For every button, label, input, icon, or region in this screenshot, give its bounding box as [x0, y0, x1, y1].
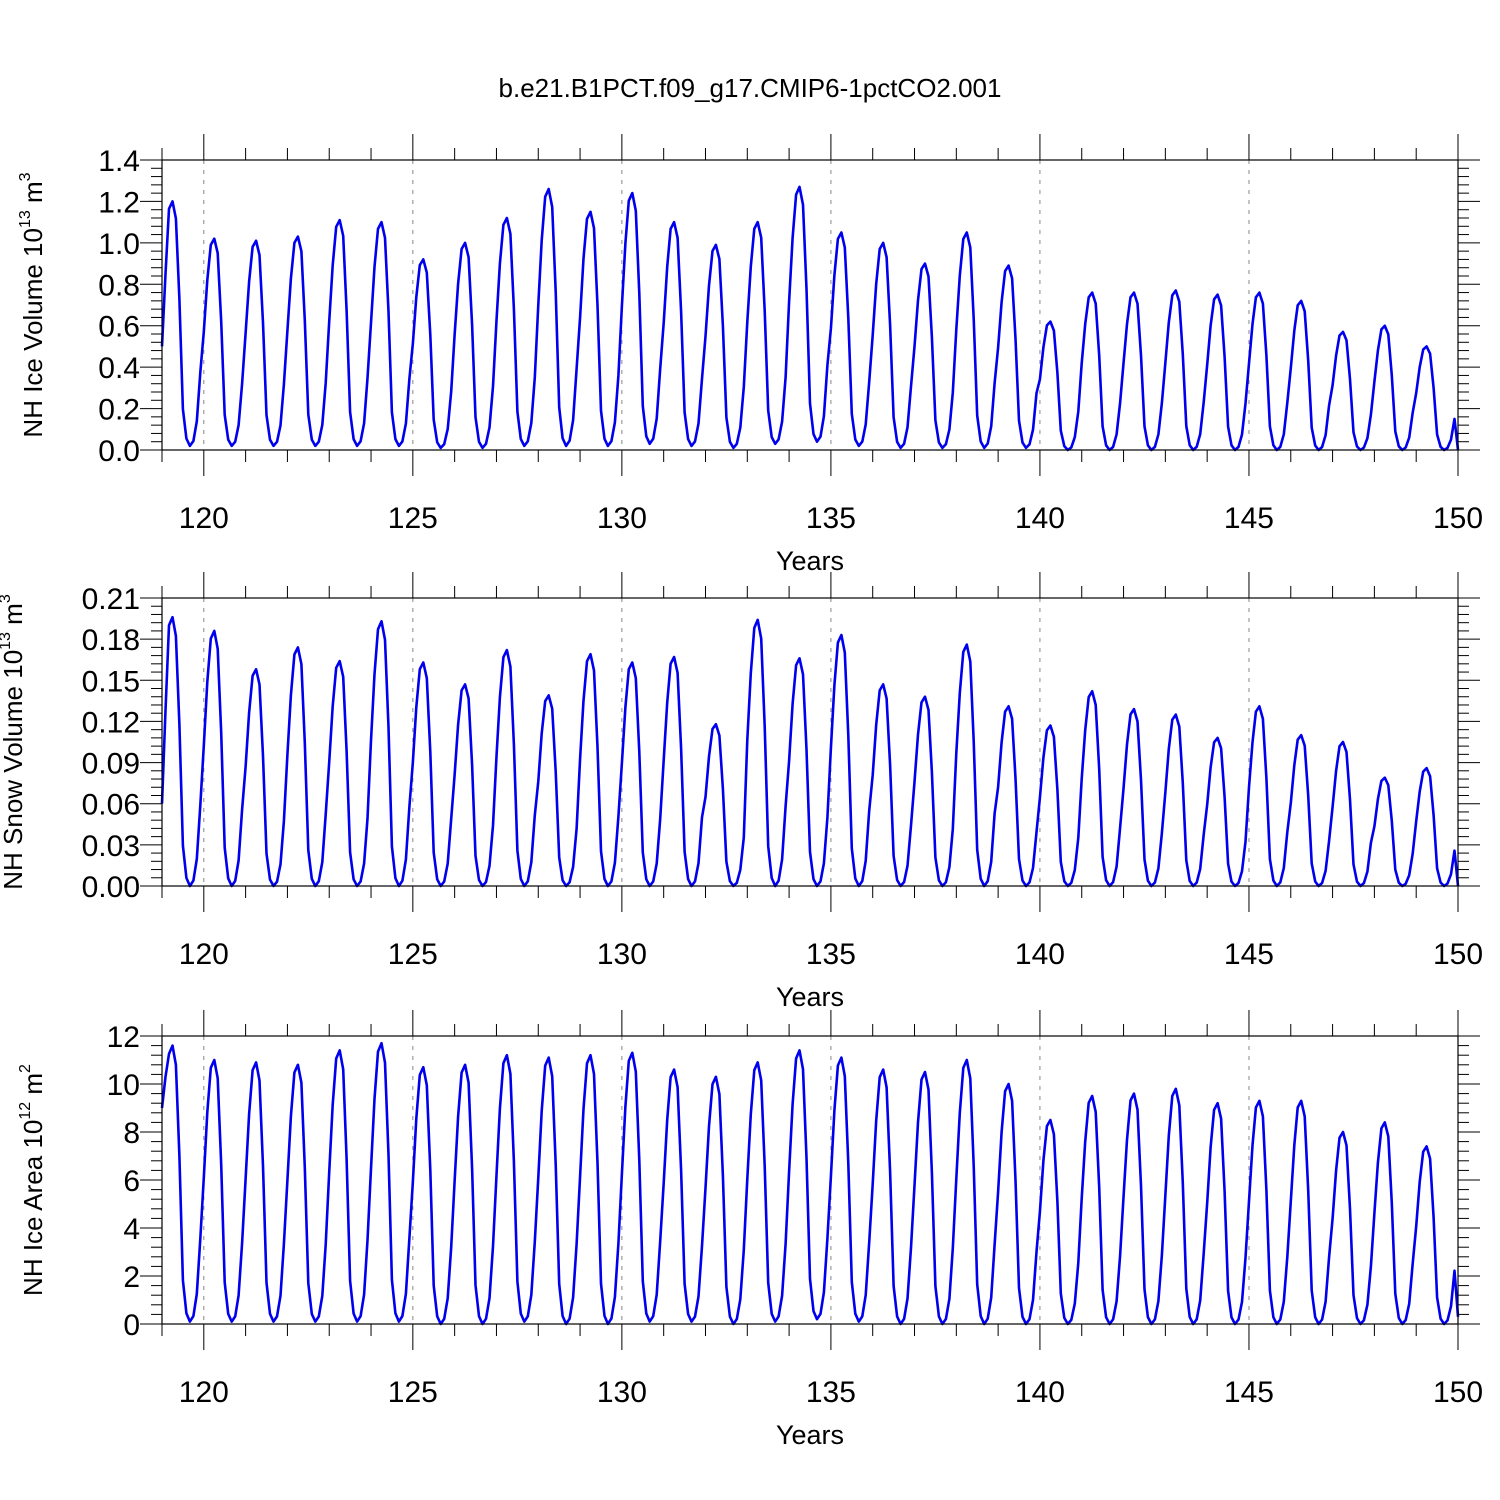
y-tick-label: 10 — [107, 1069, 140, 1102]
y-axis-label: NH Ice Volume 1013 m3 — [17, 172, 48, 437]
y-tick-label: 0.12 — [82, 706, 140, 739]
x-tick-label: 125 — [388, 502, 438, 535]
y-tick-label: 8 — [123, 1117, 140, 1150]
panel-2: 120 125 130 135 140 145 150 0.00 0.03 0.06 0.09 0.1… — [0, 572, 1483, 1012]
x-tick-label: 140 — [1015, 938, 1065, 971]
panel-3: 120 125 130 135 140 145 150 0 2 4 6 8 10 12 Years NH Ic… — [17, 1010, 1483, 1450]
x-tick-label: 120 — [179, 938, 229, 971]
x-tick-label: 120 — [179, 502, 229, 535]
x-tick-label: 125 — [388, 938, 438, 971]
y-tick-label: 0.09 — [82, 748, 140, 781]
x-axis-label: Years — [776, 1420, 844, 1450]
x-tick-label: 150 — [1433, 938, 1483, 971]
y-tick-label: 1.0 — [98, 228, 140, 261]
figure-title: b.e21.B1PCT.f09_g17.CMIP6-1pctCO2.001 — [499, 73, 1002, 103]
y-tick-label: 0.0 — [98, 435, 140, 468]
series-line — [160, 185, 1460, 452]
y-axis-label: NH Ice Area 1012 m2 — [17, 1064, 48, 1296]
x-tick-label: 130 — [597, 938, 647, 971]
series-line — [160, 615, 1460, 888]
y-tick-label: 0 — [123, 1309, 140, 1342]
y-tick-label: 1.2 — [98, 186, 140, 219]
x-tick-label: 130 — [597, 502, 647, 535]
x-tick-label: 140 — [1015, 502, 1065, 535]
y-tick-label: 4 — [123, 1213, 140, 1246]
y-tick-label: 0.4 — [98, 352, 140, 385]
y-tick-label: 0.6 — [98, 311, 140, 344]
x-axis-label: Years — [776, 546, 844, 576]
y-tick-label: 0.2 — [98, 394, 140, 427]
y-tick-label: 2 — [123, 1261, 140, 1294]
x-tick-label: 140 — [1015, 1376, 1065, 1409]
x-tick-label: 150 — [1433, 502, 1483, 535]
x-tick-label: 135 — [806, 938, 856, 971]
x-tick-label: 145 — [1224, 938, 1274, 971]
y-axis-label: NH Snow Volume 1013 m3 — [0, 594, 28, 890]
y-tick-label: 0.8 — [98, 269, 140, 302]
y-tick-label: 0.15 — [82, 665, 140, 698]
y-tick-label: 1.4 — [98, 145, 140, 178]
x-tick-label: 145 — [1224, 502, 1274, 535]
y-tick-label: 12 — [107, 1021, 140, 1054]
y-tick-label: 0.21 — [82, 583, 140, 616]
y-tick-label: 0.18 — [82, 624, 140, 657]
panel-1: 120 125 130 135 140 145 150 0.0 0.2 0.4 0.6 0.8 1.0 1… — [17, 134, 1483, 576]
y-tick-label: 6 — [123, 1165, 140, 1198]
x-tick-label: 145 — [1224, 1376, 1274, 1409]
x-tick-label: 150 — [1433, 1376, 1483, 1409]
plot-frame — [161, 597, 1459, 887]
x-tick-label: 125 — [388, 1376, 438, 1409]
y-tick-label: 0.03 — [82, 830, 140, 863]
x-tick-label: 130 — [597, 1376, 647, 1409]
y-tick-label: 0.06 — [82, 789, 140, 822]
plot-frame — [161, 159, 1459, 451]
x-tick-label: 135 — [806, 502, 856, 535]
series-line — [160, 1041, 1460, 1326]
x-tick-label: 120 — [179, 1376, 229, 1409]
y-tick-label: 0.00 — [82, 871, 140, 904]
x-tick-label: 135 — [806, 1376, 856, 1409]
x-axis-label: Years — [776, 982, 844, 1012]
panels: 120 125 130 135 140 145 1500.00.20.40.60.81.01… — [0, 134, 1483, 1450]
